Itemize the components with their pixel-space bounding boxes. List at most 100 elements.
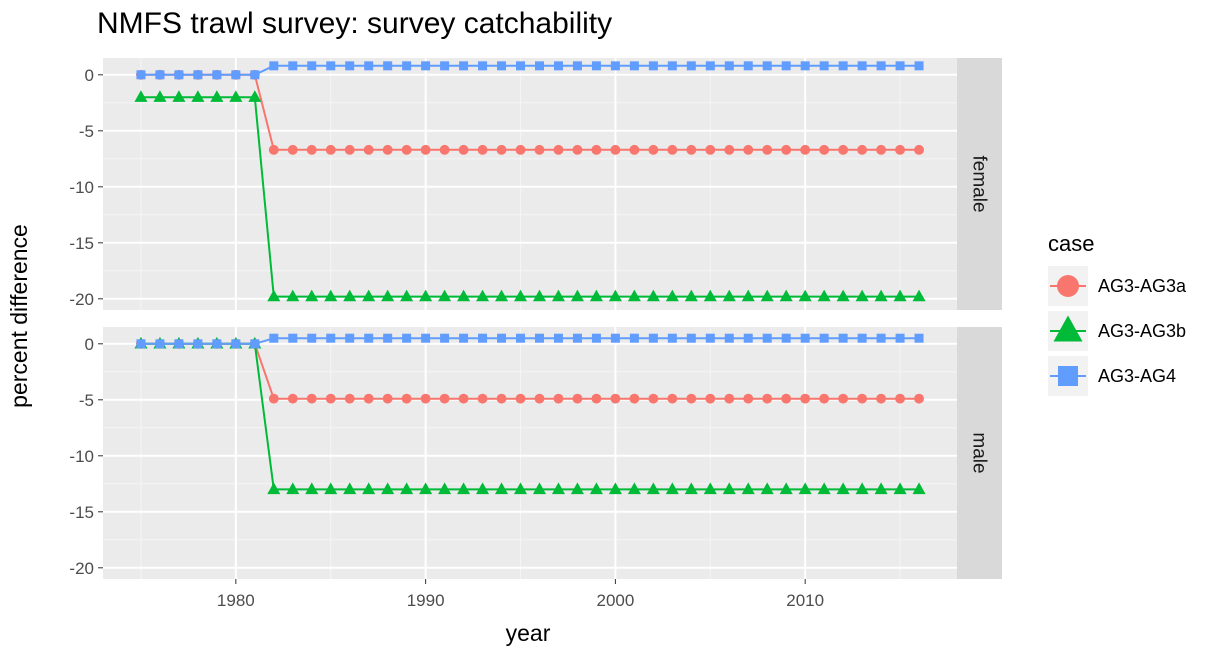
plot-background — [103, 58, 957, 310]
data-point — [400, 482, 414, 495]
data-point — [800, 393, 811, 404]
data-point — [610, 144, 621, 155]
facet-strip-label: female — [969, 155, 990, 212]
data-point — [534, 333, 544, 343]
data-point — [684, 289, 698, 302]
data-point — [705, 393, 716, 404]
data-point — [741, 289, 755, 302]
data-point — [268, 393, 279, 404]
data-point — [836, 289, 850, 302]
data-point — [705, 61, 715, 71]
data-point — [914, 393, 924, 404]
data-point — [589, 482, 603, 495]
data-point — [912, 482, 926, 495]
data-point — [572, 61, 582, 71]
data-point — [515, 393, 526, 404]
data-point — [419, 482, 433, 495]
data-point — [629, 144, 640, 155]
data-point — [914, 333, 924, 343]
data-point — [705, 144, 716, 155]
data-point — [363, 393, 374, 404]
data-point — [438, 482, 452, 495]
data-point — [534, 144, 545, 155]
data-point — [570, 289, 584, 302]
data-point — [629, 333, 639, 343]
data-point — [325, 144, 336, 155]
data-point — [457, 482, 471, 495]
data-point — [532, 482, 547, 495]
facet-strip — [957, 58, 1002, 310]
series-markers — [136, 61, 924, 80]
data-point — [497, 61, 507, 71]
data-point — [781, 333, 791, 343]
x-tick-label: 2000 — [596, 591, 634, 610]
data-point — [134, 90, 148, 102]
data-point — [439, 393, 450, 404]
data-point — [762, 61, 772, 71]
y-tick-label: -15 — [69, 503, 94, 522]
facet-strip-label: male — [969, 432, 990, 473]
data-point — [551, 482, 565, 495]
data-point — [648, 393, 659, 404]
data-point — [646, 289, 660, 302]
data-point — [269, 333, 279, 343]
data-point — [250, 339, 260, 349]
data-point — [912, 289, 926, 302]
data-point — [819, 144, 830, 155]
data-point — [779, 289, 793, 302]
data-point — [383, 333, 393, 343]
data-point — [553, 393, 564, 404]
series-markers — [136, 333, 924, 349]
data-point — [724, 144, 735, 155]
data-point — [286, 482, 300, 495]
data-point — [819, 61, 829, 71]
data-point — [703, 289, 717, 302]
data-point — [724, 333, 734, 343]
y-tick-label: -5 — [79, 391, 94, 410]
data-point — [819, 333, 829, 343]
data-point — [781, 61, 791, 71]
data-point — [722, 482, 736, 495]
data-point — [857, 144, 868, 155]
data-point — [381, 289, 395, 302]
data-point — [193, 339, 203, 349]
data-point — [857, 61, 867, 71]
data-point — [459, 333, 469, 343]
data-point — [705, 333, 715, 343]
data-point — [855, 482, 869, 495]
y-tick-label: -10 — [69, 447, 94, 466]
data-point — [743, 61, 753, 71]
data-point — [591, 61, 601, 71]
data-point — [781, 393, 792, 404]
y-tick-label: -20 — [69, 290, 94, 309]
data-point — [817, 289, 831, 302]
legend-label: AG3-AG4 — [1098, 366, 1176, 386]
y-tick-label: -5 — [79, 122, 94, 141]
data-point — [724, 61, 734, 71]
data-point — [895, 144, 906, 155]
data-point — [382, 144, 393, 155]
data-point — [874, 289, 888, 302]
x-tick-label: 1980 — [217, 591, 255, 610]
data-point — [325, 393, 336, 404]
data-point — [136, 70, 146, 80]
data-point — [231, 339, 241, 349]
data-point — [914, 61, 924, 71]
data-point — [591, 393, 602, 404]
data-point — [798, 482, 812, 495]
data-point — [800, 61, 810, 71]
data-point — [817, 482, 831, 495]
data-point — [591, 144, 602, 155]
data-point — [305, 482, 319, 495]
data-point — [893, 289, 907, 302]
data-point — [421, 61, 431, 71]
data-point — [307, 61, 317, 71]
data-point — [496, 393, 507, 404]
data-point — [857, 393, 868, 404]
data-point — [477, 393, 488, 404]
data-point — [895, 393, 906, 404]
data-point — [438, 289, 452, 302]
data-point — [267, 289, 281, 302]
